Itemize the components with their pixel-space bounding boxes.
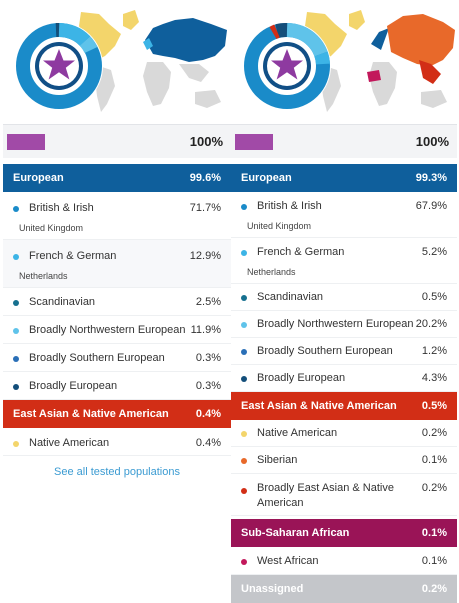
star-icon [43,49,75,80]
right-east-asian-header[interactable]: East Asian & Native American 0.5% [231,392,457,420]
legend-dot-icon [13,441,19,447]
legend-dot-icon [241,250,247,256]
left-european-list: British & Irish 71.7% United Kingdom Fre… [3,192,231,400]
legend-dot-icon [241,349,247,355]
legend-dot-icon [241,204,247,210]
list-item[interactable]: Scandinavian 2.5% [3,288,231,316]
world-map-icon [15,10,227,112]
right-summary-row: 100% [231,124,457,158]
right-ancestry-panel: 100% European 99.3% British & Irish 67.9… [231,0,457,603]
ancestry-donut-icon [15,22,103,110]
ancestry-donut-icon [243,22,331,110]
list-item[interactable]: Native American 0.2% [231,420,457,447]
legend-dot-icon [13,384,19,390]
left-summary-row: 100% [3,124,231,158]
group-title: Unassigned [241,583,304,595]
list-item[interactable]: Native American 0.4% [3,428,231,456]
list-item[interactable]: Broadly European 4.3% [231,365,457,392]
legend-dot-icon [13,300,19,306]
group-percent: 99.3% [415,172,447,184]
group-percent: 99.6% [189,172,221,184]
summary-swatch [7,133,45,150]
legend-dot-icon [241,376,247,382]
list-item[interactable]: French & German 12.9% Netherlands [3,240,231,288]
left-hero [3,0,231,124]
country-label: United Kingdom [19,222,84,233]
legend-dot-icon [13,356,19,362]
list-item[interactable]: Broadly East Asian & Native American 0.2… [231,474,457,516]
group-percent: 0.5% [421,400,447,412]
left-east-asian-header[interactable]: East Asian & Native American 0.4% [3,400,231,428]
right-european-list: British & Irish 67.9% United Kingdom Fre… [231,192,457,392]
right-hero [231,0,457,124]
summary-percent: 100% [189,134,223,149]
list-item[interactable]: British & Irish 71.7% United Kingdom [3,192,231,240]
left-european-header[interactable]: European 99.6% [3,164,231,192]
legend-dot-icon [13,328,19,334]
list-item[interactable]: West African 0.1% [231,547,457,575]
group-percent: 0.1% [421,527,447,539]
right-sub-saharan-header[interactable]: Sub-Saharan African 0.1% [231,519,457,547]
see-all-populations-link[interactable]: See all tested populations [54,466,180,478]
group-title: European [13,172,64,184]
legend-dot-icon [241,458,247,464]
right-unassigned-header[interactable]: Unassigned 0.2% [231,575,457,603]
list-item[interactable]: British & Irish 67.9% United Kingdom [231,192,457,238]
group-title: East Asian & Native American [13,408,169,420]
star-icon [271,49,303,80]
legend-dot-icon [241,431,247,437]
legend-dot-icon [13,206,19,212]
country-label: Netherlands [19,270,68,281]
list-item[interactable]: Broadly European 0.3% [3,372,231,400]
list-item[interactable]: Broadly Northwestern European 11.9% [3,316,231,344]
country-label: United Kingdom [247,220,312,231]
country-label: Netherlands [247,266,296,277]
group-title: East Asian & Native American [241,400,397,412]
legend-dot-icon [13,254,19,260]
list-item[interactable]: Scandinavian 0.5% [231,284,457,311]
legend-dot-icon [241,559,247,565]
group-percent: 0.2% [421,583,447,595]
group-percent: 0.4% [195,408,221,420]
list-item[interactable]: Broadly Southern European 0.3% [3,344,231,372]
summary-swatch [235,133,273,150]
legend-dot-icon [241,295,247,301]
summary-percent: 100% [415,134,449,149]
list-item[interactable]: Siberian 0.1% [231,447,457,474]
left-ancestry-panel: 100% European 99.6% British & Irish 71.7… [3,0,231,478]
legend-dot-icon [241,488,247,494]
list-item[interactable]: Broadly Northwestern European 20.2% [231,311,457,338]
list-item[interactable]: Broadly Southern European 1.2% [231,338,457,365]
list-item[interactable]: French & German 5.2% Netherlands [231,238,457,284]
right-european-header[interactable]: European 99.3% [231,164,457,192]
group-title: European [241,172,292,184]
legend-dot-icon [241,322,247,328]
world-map-icon [243,10,455,112]
group-title: Sub-Saharan African [241,527,350,539]
